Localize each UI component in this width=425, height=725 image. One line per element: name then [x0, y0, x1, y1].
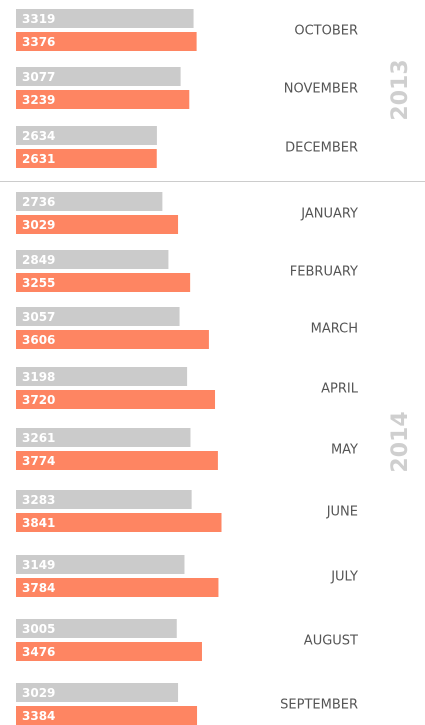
value-label: 3606: [22, 333, 55, 347]
value-label: 3261: [22, 431, 55, 445]
month-label: FEBRUARY: [290, 265, 358, 280]
bar: [16, 490, 192, 509]
value-label: 3283: [22, 493, 55, 507]
bar: [16, 32, 197, 51]
month-label: JANUARY: [300, 207, 358, 222]
value-label: 3077: [22, 70, 55, 84]
bar: [16, 428, 191, 447]
bar: [16, 390, 216, 409]
bar: [16, 250, 169, 269]
bar: [16, 578, 219, 597]
bar: [16, 126, 157, 145]
value-label: 3784: [22, 581, 55, 595]
value-label: 3149: [22, 558, 55, 572]
year-label: 2014: [388, 411, 413, 472]
value-label: 2736: [22, 195, 55, 209]
bar: [16, 330, 209, 349]
value-label: 3029: [22, 218, 55, 232]
value-label: 3239: [22, 93, 55, 107]
value-label: 3720: [22, 393, 55, 407]
value-label: 3057: [22, 310, 55, 324]
bar: [16, 367, 188, 386]
bar: [16, 215, 179, 234]
month-label: MAY: [331, 443, 358, 458]
bar: [16, 149, 157, 168]
bar: [16, 619, 177, 638]
bar: [16, 555, 185, 574]
value-label: 3774: [22, 454, 55, 468]
month-label: SEPTEMBER: [280, 698, 358, 713]
bar: [16, 513, 222, 532]
month-label: JUNE: [326, 505, 358, 520]
value-label: 3005: [22, 622, 55, 636]
bar: [16, 307, 180, 326]
value-label: 2849: [22, 253, 55, 267]
value-label: 3376: [22, 35, 55, 49]
bar: [16, 706, 198, 725]
bar: [16, 90, 190, 109]
value-label: 2631: [22, 152, 55, 166]
month-label: JULY: [330, 570, 358, 585]
bar: [16, 67, 181, 86]
value-label: 3198: [22, 370, 55, 384]
value-label: 3841: [22, 516, 55, 530]
value-label: 3029: [22, 686, 55, 700]
value-label: 3319: [22, 12, 55, 26]
month-label: AUGUST: [304, 634, 358, 649]
month-label: DECEMBER: [285, 141, 358, 156]
month-label: OCTOBER: [294, 24, 358, 39]
bar: [16, 273, 191, 292]
value-label: 3255: [22, 276, 55, 290]
bar: [16, 192, 163, 211]
year-label: 2013: [388, 59, 413, 120]
month-label: APRIL: [321, 382, 359, 397]
value-label: 3476: [22, 645, 55, 659]
bar: [16, 451, 218, 470]
value-label: 2634: [22, 129, 55, 143]
value-label: 3384: [22, 709, 55, 723]
bar: [16, 642, 202, 661]
bar: [16, 9, 194, 28]
month-label: NOVEMBER: [284, 82, 358, 97]
month-label: MARCH: [311, 322, 358, 337]
bar: [16, 683, 179, 702]
